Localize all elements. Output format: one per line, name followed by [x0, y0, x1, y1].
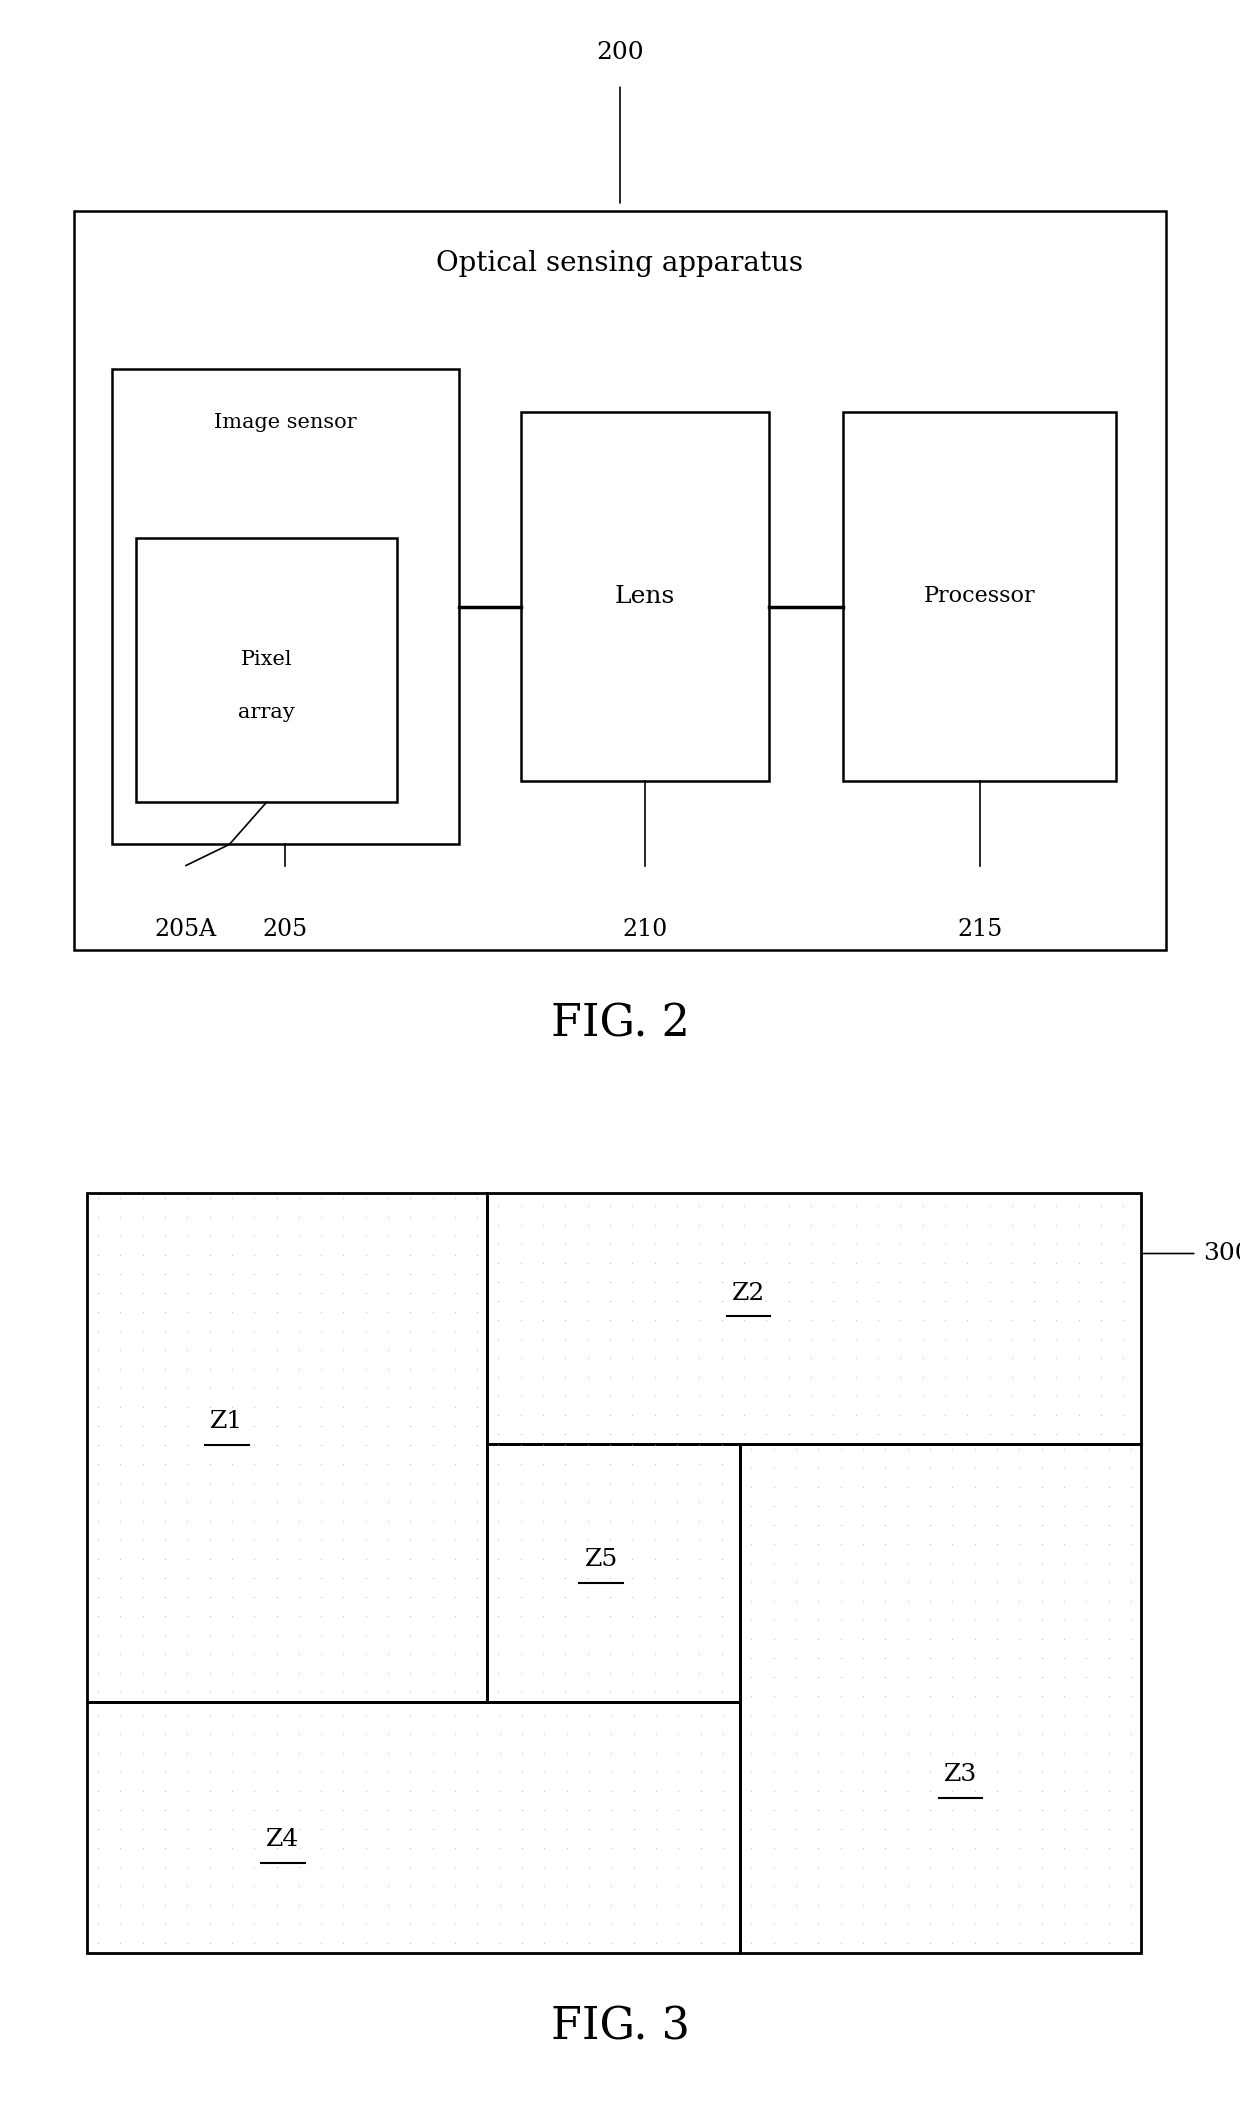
Text: 205: 205 [263, 918, 308, 942]
Text: 215: 215 [957, 918, 1002, 942]
FancyBboxPatch shape [74, 211, 1166, 950]
Text: Z1: Z1 [211, 1410, 243, 1433]
Text: Z3: Z3 [944, 1763, 977, 1786]
Text: Z2: Z2 [732, 1281, 765, 1305]
Text: Z5: Z5 [584, 1547, 618, 1571]
Text: 205A: 205A [155, 918, 217, 942]
Text: Image sensor: Image sensor [213, 412, 357, 433]
Text: Lens: Lens [615, 585, 675, 608]
Text: Optical sensing apparatus: Optical sensing apparatus [436, 251, 804, 277]
Text: 210: 210 [622, 918, 667, 942]
Text: array: array [238, 703, 295, 722]
FancyBboxPatch shape [136, 538, 397, 802]
Text: FIG. 3: FIG. 3 [551, 2005, 689, 2048]
FancyBboxPatch shape [112, 369, 459, 844]
Text: Z4: Z4 [267, 1828, 300, 1851]
Text: Pixel: Pixel [241, 650, 293, 669]
Text: 300: 300 [1203, 1241, 1240, 1264]
Text: 200: 200 [596, 42, 644, 63]
FancyBboxPatch shape [521, 412, 769, 781]
Text: FIG. 2: FIG. 2 [551, 1003, 689, 1045]
FancyBboxPatch shape [843, 412, 1116, 781]
Text: Processor: Processor [924, 585, 1035, 608]
